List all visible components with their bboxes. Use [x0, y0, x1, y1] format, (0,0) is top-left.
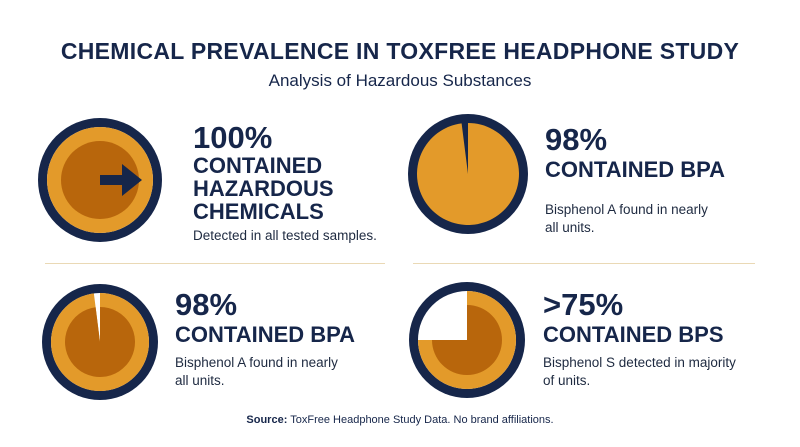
source-label: Source: [246, 414, 288, 426]
stat-block: 100% CONTAINED HAZARDOUS CHEMICALS Detec… [193, 122, 378, 245]
stat-note: Bisphenol A found in nearly all units. [545, 202, 708, 235]
stat-value: >75% [543, 287, 624, 322]
stat-block: 98% CONTAINED BPA Bisphenol A found in n… [545, 124, 745, 237]
stat-value: 100% [193, 120, 273, 155]
stat-icon [409, 282, 525, 398]
stat-heading: CONTAINED BPA [175, 322, 356, 347]
divider [45, 263, 385, 264]
pie-inner-wedge [64, 307, 135, 377]
source: Source: ToxFree Headphone Study Data. No… [0, 414, 800, 426]
stat-block: >75% CONTAINED BPS Bisphenol S detected … [543, 289, 753, 390]
subtitle: Analysis of Hazardous Substances [268, 71, 532, 90]
stat-icon [38, 118, 162, 242]
pie-wedge [417, 123, 519, 225]
source-text: ToxFree Headphone Study Data. No brand a… [290, 414, 554, 426]
stat-note: Bisphenol A found in nearly all units. [175, 355, 338, 388]
stat-value: 98% [175, 287, 238, 322]
title: CHEMICAL PREVALENCE IN TOXFREE HEADPHONE… [60, 38, 740, 64]
divider [413, 263, 755, 264]
stat-note: Detected in all tested samples. [193, 228, 377, 243]
stat-heading: CONTAINED BPA [545, 157, 726, 182]
pie-inner-wedge [432, 305, 502, 375]
stat-block: 98% CONTAINED BPA Bisphenol A found in n… [175, 289, 375, 390]
stat-heading: CONTAINED BPS [543, 322, 724, 347]
stat-note: Bisphenol S detected in majority of unit… [543, 355, 736, 388]
stat-heading: CONTAINED HAZARDOUS CHEMICALS [193, 153, 334, 224]
stat-icon [42, 284, 158, 400]
stat-icon [408, 114, 528, 234]
arrow-icon [100, 164, 142, 196]
stat-value: 98% [545, 122, 608, 157]
